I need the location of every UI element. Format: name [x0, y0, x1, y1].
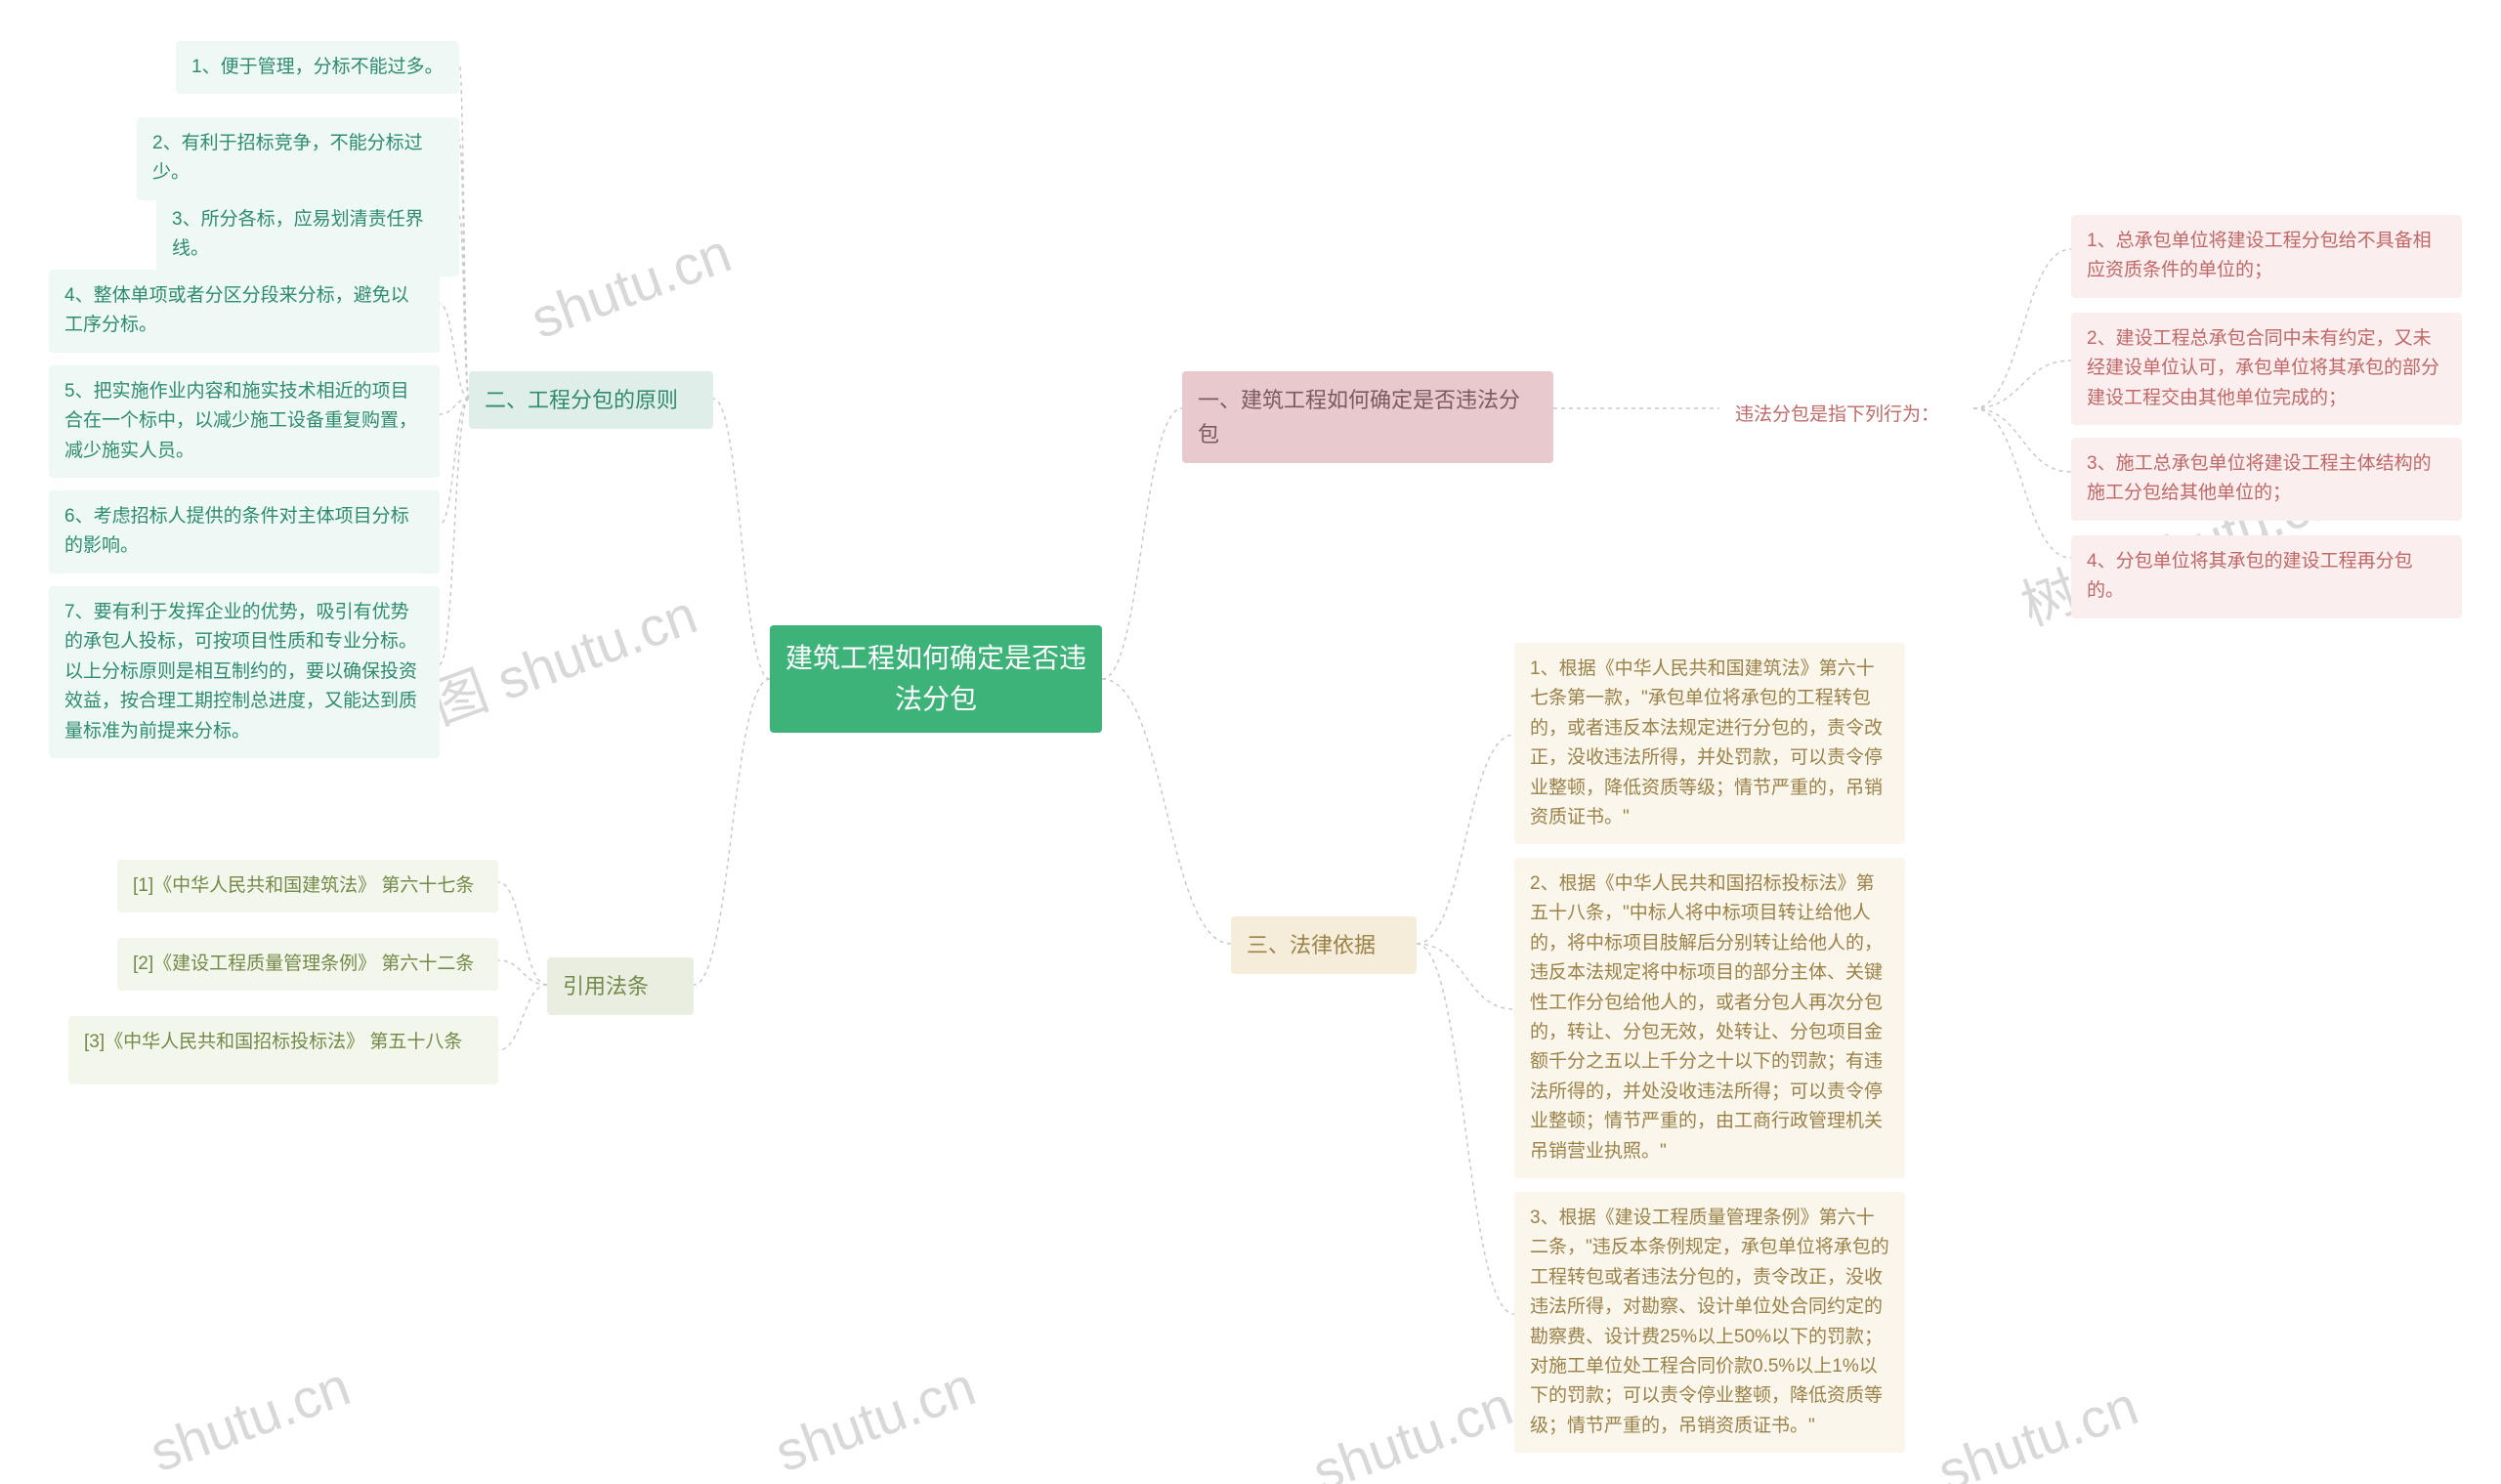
watermark: shutu.cn	[767, 1354, 983, 1484]
leaf-b2-3: 4、整体单项或者分区分段来分标，避免以工序分标。	[49, 270, 440, 353]
leaf-b2-6: 7、要有利于发挥企业的优势，吸引有优势的承包人投标，可按项目性质和专业分标。以上…	[49, 586, 440, 758]
leaf-b1-3: 4、分包单位将其承包的建设工程再分包的。	[2071, 535, 2462, 618]
branch-b1: 一、建筑工程如何确定是否违法分包	[1182, 371, 1553, 463]
leaf-b2-4: 5、把实施作业内容和施实技术相近的项目合在一个标中，以减少施工设备重复购置，减少…	[49, 365, 440, 478]
center-node: 建筑工程如何确定是否违法分包	[770, 625, 1102, 733]
leaf-b4-0: [1]《中华人民共和国建筑法》 第六十七条	[117, 860, 498, 912]
leaf-b1-1: 2、建设工程总承包合同中未有约定，又未经建设单位认可，承包单位将其承包的部分建设…	[2071, 313, 2462, 425]
branch-b3: 三、法律依据	[1231, 916, 1417, 974]
leaf-b2-1: 2、有利于招标竞争，不能分标过少。	[137, 117, 459, 200]
watermark: shutu.cn	[1304, 1374, 1520, 1484]
branch-b1-mid: 违法分包是指下列行为：	[1719, 389, 1973, 442]
leaf-b4-2: [3]《中华人民共和国招标投标法》 第五十八条	[68, 1016, 498, 1084]
leaf-b3-2: 3、根据《建设工程质量管理条例》第六十二条，"违反本条例规定，承包单位将承包的工…	[1514, 1192, 1905, 1453]
leaf-b2-2: 3、所分各标，应易划清责任界线。	[156, 193, 459, 276]
watermark: shutu.cn	[523, 221, 739, 351]
leaf-b3-1: 2、根据《中华人民共和国招标投标法》第五十八条，"中标人将中标项目转让给他人的，…	[1514, 858, 1905, 1178]
leaf-b4-1: [2]《建设工程质量管理条例》 第六十二条	[117, 938, 498, 991]
branch-b2: 二、工程分包的原则	[469, 371, 713, 429]
leaf-b3-0: 1、根据《中华人民共和国建筑法》第六十七条第一款，"承包单位将承包的工程转包的，…	[1514, 643, 1905, 844]
leaf-b2-5: 6、考虑招标人提供的条件对主体项目分标的影响。	[49, 490, 440, 573]
leaf-b1-2: 3、施工总承包单位将建设工程主体结构的施工分包给其他单位的；	[2071, 438, 2462, 521]
watermark: shutu.cn	[1929, 1374, 2145, 1484]
watermark: shutu.cn	[142, 1354, 358, 1484]
branch-b4: 引用法条	[547, 957, 694, 1015]
leaf-b2-0: 1、便于管理，分标不能过多。	[176, 41, 459, 94]
leaf-b1-0: 1、总承包单位将建设工程分包给不具备相应资质条件的单位的；	[2071, 215, 2462, 298]
